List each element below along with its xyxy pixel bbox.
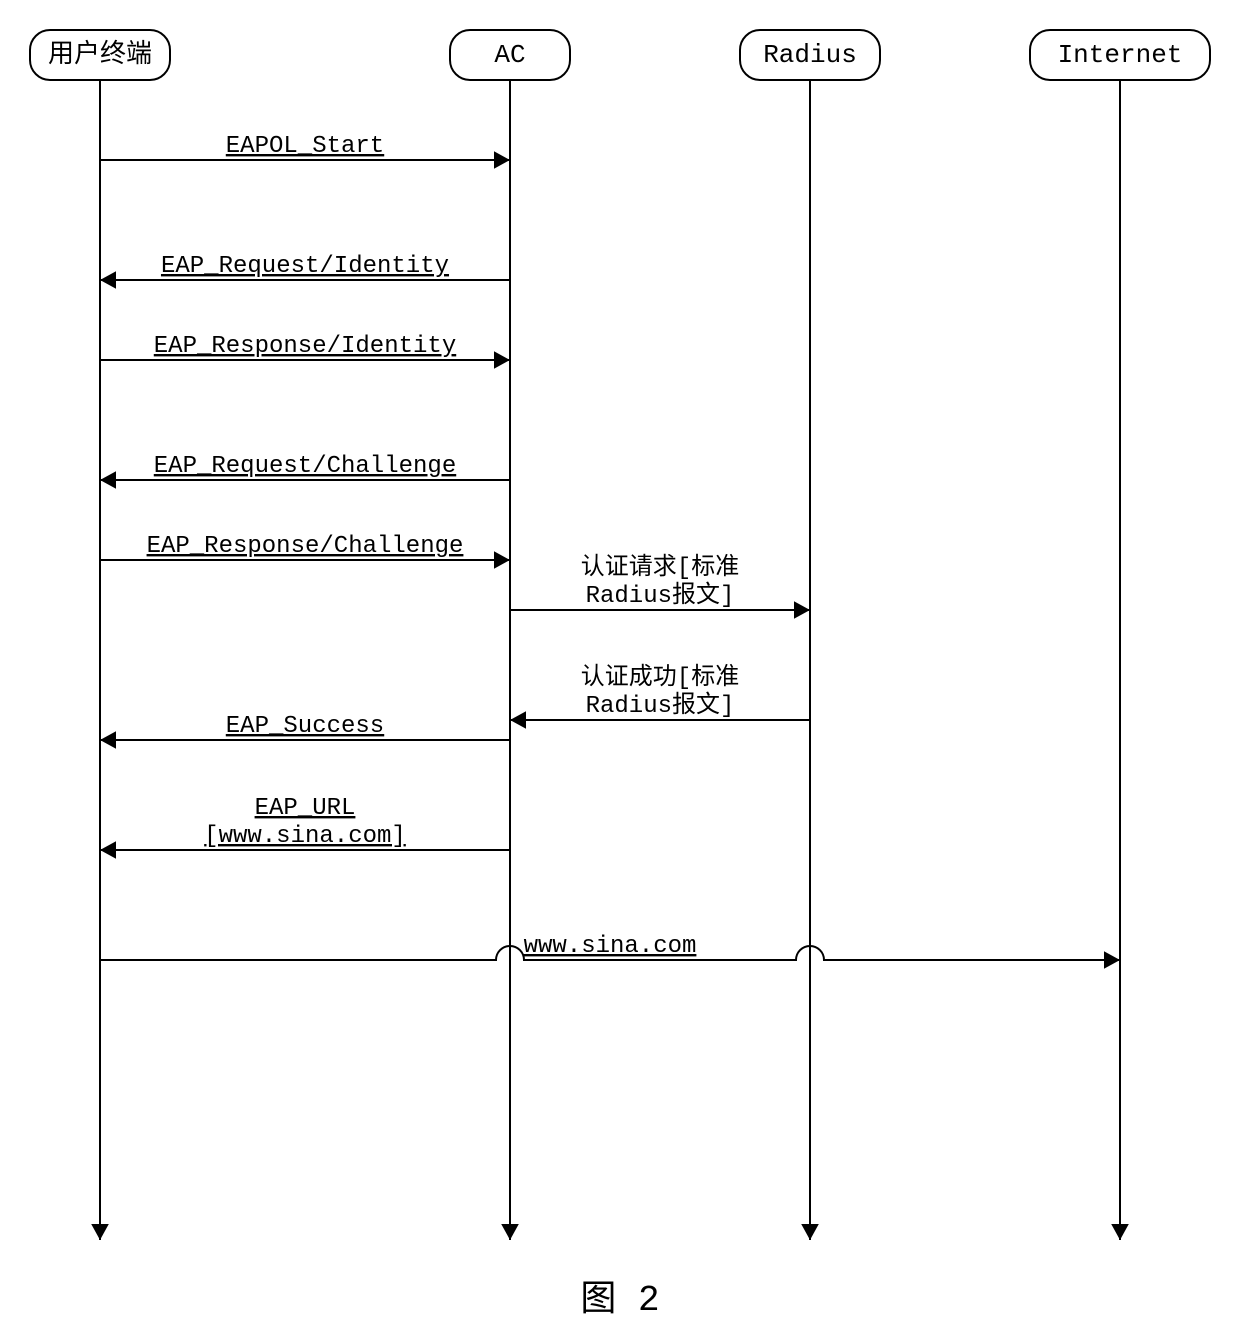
arrow-head <box>801 1224 819 1240</box>
arrow-head <box>1111 1224 1129 1240</box>
participant-p1: AC <box>450 30 570 1240</box>
message: EAP_Request/Challenge <box>100 453 510 489</box>
message-label: www.sina.com <box>524 933 697 960</box>
participant-label: Radius <box>763 40 857 70</box>
participant-label: 用户终端 <box>48 39 152 70</box>
message-label: [www.sina.com] <box>204 823 406 850</box>
participant-label: Internet <box>1058 40 1183 70</box>
arrow-head <box>100 471 116 489</box>
message: 认证请求[标准Radius报文] <box>510 553 810 619</box>
arrow-head <box>100 731 116 749</box>
message-label: EAP_Request/Identity <box>161 253 449 280</box>
message: EAPOL_Start <box>100 133 510 169</box>
participant-p2: Radius <box>740 30 880 1240</box>
arrow-head <box>494 351 510 369</box>
arrow-head <box>501 1224 519 1240</box>
arrow-head <box>510 711 526 729</box>
message-label: EAP_URL <box>255 795 356 822</box>
participant-label: AC <box>494 40 525 70</box>
message-label: Radius报文] <box>586 581 735 610</box>
figure-caption: 图 2 <box>580 1280 659 1321</box>
arrow-head <box>794 601 810 619</box>
message-label: EAP_Response/Identity <box>154 333 456 360</box>
arrow-head <box>100 271 116 289</box>
message: EAP_Response/Identity <box>100 333 510 369</box>
message-label: EAPOL_Start <box>226 133 384 160</box>
message-label: 认证请求[标准 <box>581 553 739 582</box>
arrow-head <box>1104 951 1120 969</box>
participant-p3: Internet <box>1030 30 1210 1240</box>
message-label: Radius报文] <box>586 691 735 720</box>
arrow-head <box>91 1224 109 1240</box>
message: EAP_Request/Identity <box>100 253 510 289</box>
message: EAP_Success <box>100 713 510 749</box>
message-label: EAP_Success <box>226 713 384 740</box>
message: 认证成功[标准Radius报文] <box>510 663 810 729</box>
message-label: 认证成功[标准 <box>581 663 739 692</box>
arrow-head <box>494 151 510 169</box>
message-label: EAP_Request/Challenge <box>154 453 456 480</box>
message: EAP_URL[www.sina.com] <box>100 795 510 859</box>
participant-p0: 用户终端 <box>30 30 170 1240</box>
message-label: EAP_Response/Challenge <box>147 533 464 560</box>
message: EAP_Response/Challenge <box>100 533 510 569</box>
message: www.sina.com <box>100 933 1120 969</box>
arrow-head <box>100 841 116 859</box>
arrow-head <box>494 551 510 569</box>
